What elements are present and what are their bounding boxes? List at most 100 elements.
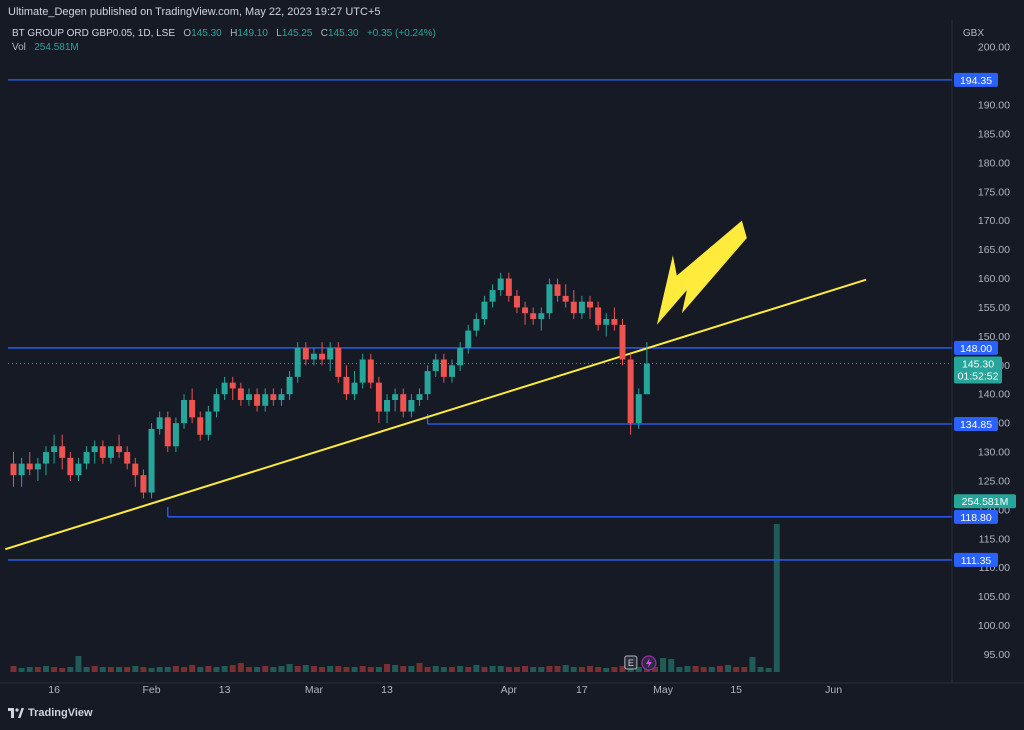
candle-body — [140, 475, 147, 493]
candle-body — [343, 376, 350, 395]
volume-bar — [554, 666, 561, 672]
x-tick-label: Apr — [501, 684, 518, 696]
candle-body — [148, 428, 155, 493]
volume-bar — [432, 666, 439, 672]
volume-bar — [570, 667, 577, 672]
volume-bar — [765, 668, 772, 672]
candle-body — [375, 382, 382, 412]
volume-legend: Vol 254.581M — [12, 42, 79, 53]
candle-body — [505, 278, 512, 296]
candle-body — [67, 457, 74, 476]
x-tick-label: Jun — [825, 684, 842, 696]
volume-bar — [660, 658, 667, 672]
volume-bar — [497, 666, 504, 672]
volume-bar — [75, 656, 82, 672]
volume-bar — [595, 667, 602, 672]
volume-bar — [587, 666, 594, 672]
candle-body — [294, 347, 301, 377]
volume-bar — [448, 667, 455, 672]
volume-bar — [67, 667, 74, 672]
candle-body — [18, 463, 25, 476]
volume-bar — [205, 666, 212, 672]
candle-body — [522, 307, 529, 314]
ohlc-legend: BT GROUP ORD GBP0.05, 1D, LSE O145.30 H1… — [12, 28, 436, 39]
volume-bar — [359, 666, 366, 672]
volume-bar — [59, 668, 66, 672]
volume-bar — [611, 667, 618, 672]
candle-body — [546, 284, 553, 314]
y-tick-label: 100.00 — [978, 620, 1010, 632]
volume-bar — [294, 666, 301, 672]
open-label: O — [183, 28, 192, 39]
candle-body — [26, 463, 33, 470]
volume-bar — [603, 668, 610, 672]
candle-body — [473, 319, 480, 331]
level-price-label: 118.80 — [960, 512, 991, 524]
y-tick-label: 115.00 — [979, 533, 1010, 545]
volume-bar — [213, 667, 220, 672]
earnings-icon — [624, 655, 638, 670]
volume-bar — [619, 666, 626, 672]
volume-bar — [319, 667, 326, 672]
y-tick-label: 105.00 — [978, 591, 1010, 603]
volume-bar — [107, 667, 114, 672]
volume-bar — [148, 668, 155, 672]
candle-body — [432, 359, 439, 372]
candle-body — [619, 324, 626, 360]
volume-bar — [465, 667, 472, 672]
candle-body — [310, 353, 317, 360]
volume-bar — [42, 666, 49, 672]
volume-bar — [181, 667, 188, 672]
candle-body — [497, 278, 504, 291]
close-label: C — [320, 28, 328, 39]
x-tick-label: 13 — [381, 684, 393, 696]
x-tick-label: Feb — [142, 684, 160, 696]
volume-bar — [416, 663, 423, 672]
volume-bar — [440, 667, 447, 672]
level-price-label-bg — [954, 552, 998, 567]
candle-body — [172, 423, 179, 447]
volume-bar — [562, 665, 569, 672]
lightning-bolt-icon — [645, 658, 652, 668]
volume-bar — [457, 666, 464, 672]
volume-bar — [18, 668, 25, 672]
volume-bar — [197, 667, 204, 672]
volume-bar — [708, 667, 715, 672]
candle-body — [489, 290, 496, 302]
candle-body — [416, 394, 423, 400]
candle-body — [107, 446, 114, 458]
high-value: 149.10 — [237, 28, 268, 39]
y-tick-label: 150.00 — [978, 331, 1010, 343]
candle-body — [587, 301, 594, 308]
candle-body — [513, 295, 520, 308]
candle-body — [465, 330, 472, 348]
candle-body — [481, 301, 488, 320]
publisher-header: Ultimate_Degen published on TradingView.… — [8, 6, 381, 18]
high-label: H — [230, 28, 238, 39]
candle-body — [213, 394, 220, 412]
volume-bar — [538, 667, 545, 672]
volume-bar — [156, 667, 163, 672]
x-tick-label: 13 — [219, 684, 231, 696]
change-value: +0.35 (+0.24%) — [366, 28, 436, 39]
candle-body — [562, 295, 569, 302]
volume-bar — [635, 667, 642, 672]
volume-bar — [367, 667, 374, 672]
volume-label: Vol — [12, 42, 26, 53]
level-price-label: 148.00 — [960, 343, 992, 355]
volume-bar — [262, 666, 269, 672]
brand-footer: TradingView — [8, 707, 93, 719]
y-tick-label: 185.00 — [978, 128, 1010, 140]
candle-body — [34, 463, 41, 470]
volume-bar — [749, 657, 756, 672]
candle-body — [91, 446, 98, 453]
candle-body — [42, 452, 49, 464]
low-label: L — [276, 28, 282, 39]
volume-bar — [132, 666, 139, 672]
candle-body — [440, 359, 447, 377]
earnings-icon-letter: E — [628, 658, 634, 668]
candle-body — [400, 394, 407, 412]
candle-body — [627, 359, 634, 424]
volume-bar — [668, 659, 675, 672]
